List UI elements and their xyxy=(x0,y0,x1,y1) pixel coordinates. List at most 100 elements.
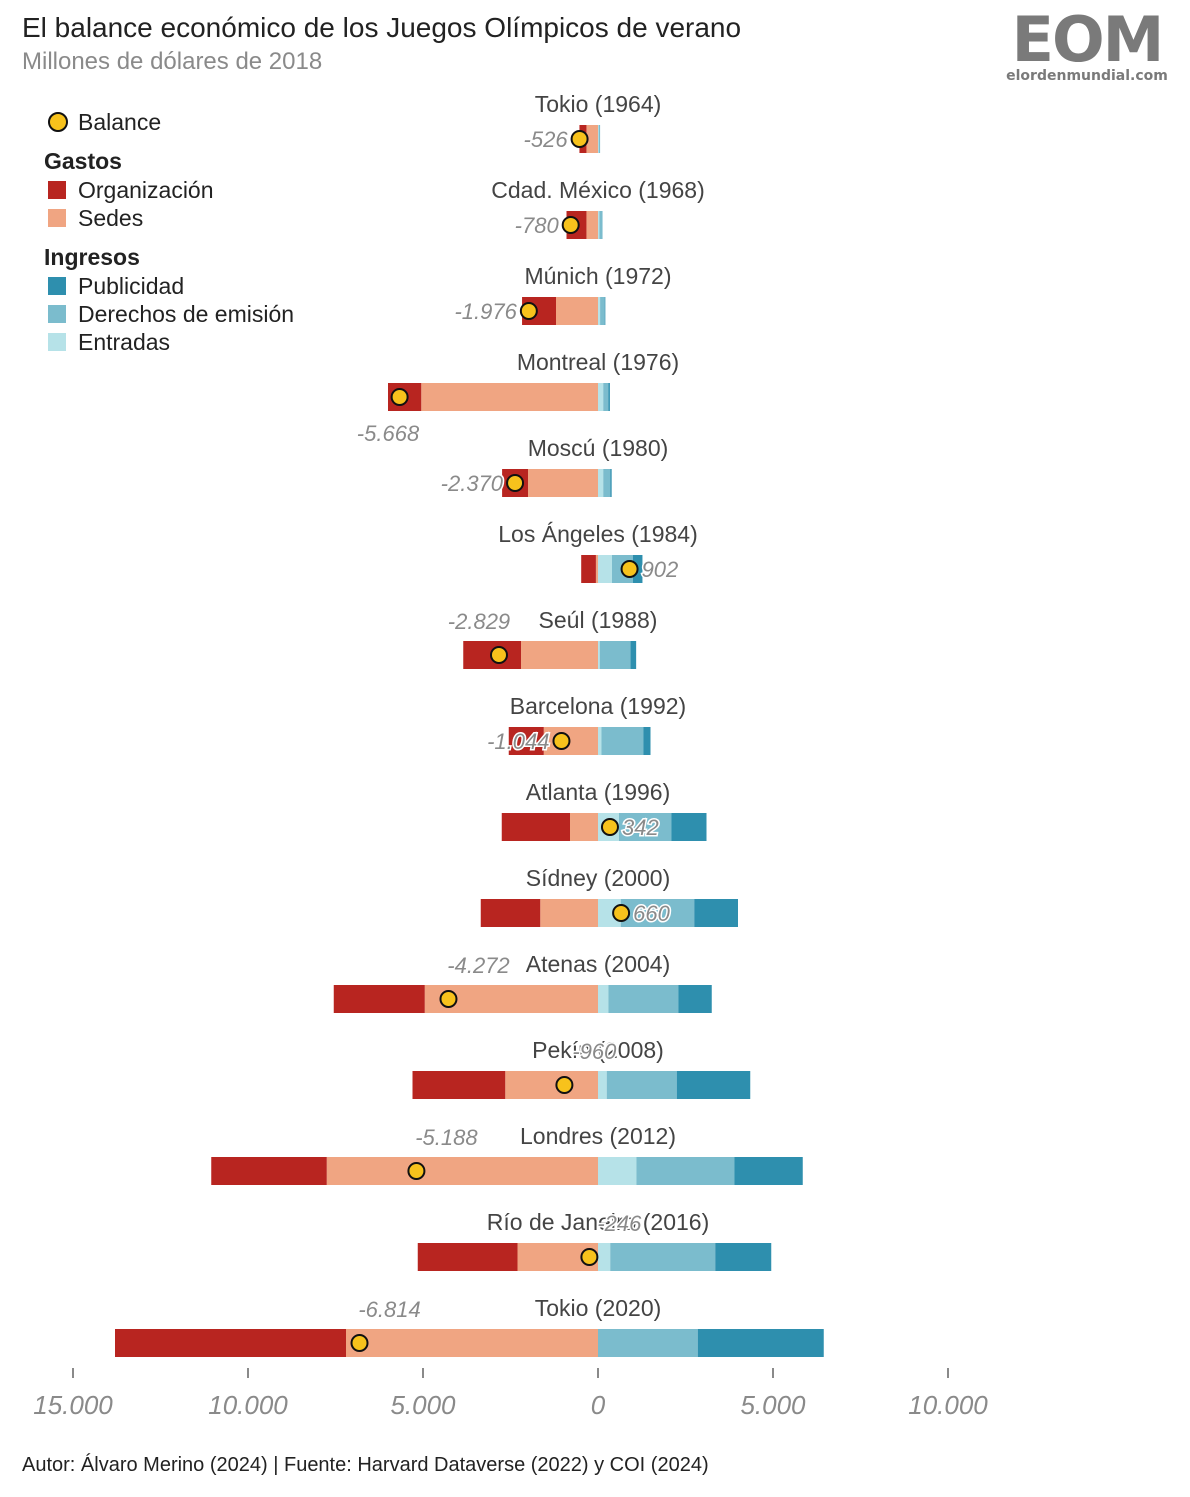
legend-title-ingresos: Ingresos xyxy=(44,243,140,270)
game-6-bar-entradas xyxy=(598,641,600,669)
game-10-balance-dot xyxy=(439,990,458,1008)
legend-label-entradas: Entradas xyxy=(78,328,171,355)
game-9-label: Sídney (2000) xyxy=(526,865,670,891)
game-5-balance-dot xyxy=(620,560,639,578)
game-3-bar-derechos xyxy=(603,383,609,411)
legend-title-gastos: Gastos xyxy=(44,147,122,174)
game-0-bar-entradas xyxy=(598,125,599,153)
game-11-balance-dot xyxy=(555,1076,574,1094)
game-9-bar-organizacion xyxy=(480,899,541,927)
game-13-bar-organizacion xyxy=(417,1243,518,1271)
game-9-bar-derechos xyxy=(620,899,695,927)
x-tick-label-3: 0 xyxy=(591,1390,606,1420)
game-8-label: Atlanta (1996) xyxy=(526,779,670,805)
game-12-balance-label: -5.188 xyxy=(415,1125,478,1150)
game-7-balance-label: -1.044 xyxy=(487,729,549,754)
game-5-bar-entradas xyxy=(598,555,612,583)
game-10-bar-organizacion xyxy=(333,985,425,1013)
game-10-bar-entradas xyxy=(598,985,609,1013)
game-6-balance-dot xyxy=(489,646,508,664)
game-13-bar-entradas xyxy=(598,1243,611,1271)
swatch-publicidad xyxy=(48,277,66,295)
game-13-bar-derechos xyxy=(610,1243,716,1271)
game-4-bar-publicidad xyxy=(610,469,612,497)
game-12-balance-dot xyxy=(407,1162,426,1180)
legend-label-publicidad: Publicidad xyxy=(78,272,185,299)
game-8-balance-label: 342 xyxy=(622,815,659,840)
game-7-bar-sedes xyxy=(543,727,598,755)
chart-title: El balance económico de los Juegos Olímp… xyxy=(22,12,742,43)
legend-label-derechos: Derechos de emisión xyxy=(78,300,295,327)
game-10-bar-publicidad xyxy=(678,985,712,1013)
game-0-bar-sedes xyxy=(586,125,598,153)
game-4-group: Moscú (1980) -2.370 xyxy=(439,435,669,498)
game-10-group: Atenas (2004) -4.272 xyxy=(333,951,712,1013)
game-1-group: Cdad. México (1968) -780 xyxy=(491,177,705,240)
game-2-balance-dot xyxy=(519,302,538,320)
game-10-label: Atenas (2004) xyxy=(526,951,670,977)
game-13-group: Río de Janeiro (2016)-246 xyxy=(417,1209,772,1271)
game-7-bar-organizacion xyxy=(508,727,544,755)
game-11-group: Pekín (2008)-960 xyxy=(412,1037,751,1099)
game-8-bar-derechos xyxy=(619,813,672,841)
game-3-label: Montreal (1976) xyxy=(517,349,679,375)
game-0-group: Tokio (1964) -526 xyxy=(522,91,661,154)
game-0-balance-dot xyxy=(570,130,589,148)
game-4-balance-label: -2.370 xyxy=(441,471,504,496)
game-14-balance-dot xyxy=(350,1334,369,1352)
game-12-group: Londres (2012) -5.188 xyxy=(211,1123,803,1185)
game-5-bar-organizacion xyxy=(581,555,596,583)
game-2-bar-derechos xyxy=(600,297,605,325)
game-7-group: Barcelona (1992) -1.044 xyxy=(486,693,687,756)
game-10-bar-derechos xyxy=(608,985,679,1013)
x-tick-label-2: 5.000 xyxy=(390,1390,456,1420)
game-2-bar-sedes xyxy=(556,297,598,325)
game-9-balance-label: 660 xyxy=(633,901,670,926)
game-14-bar-derechos xyxy=(598,1329,698,1357)
swatch-sedes xyxy=(48,209,66,227)
game-6-label: Seúl (1988) xyxy=(539,607,658,633)
game-7-bar-derechos xyxy=(601,727,644,755)
game-14-bar-organizacion xyxy=(115,1329,346,1357)
game-8-bar-sedes xyxy=(570,813,598,841)
game-12-bar-sedes xyxy=(326,1157,598,1185)
game-11-label: Pekín (2008) xyxy=(532,1037,664,1063)
game-3-bar-sedes xyxy=(421,383,598,411)
game-1-label: Cdad. México (1968) xyxy=(491,177,705,203)
game-1-balance-label: -780 xyxy=(515,213,560,238)
legend-item-balance: Balance xyxy=(44,108,294,136)
game-11-balance-label: -960 xyxy=(572,1039,617,1064)
game-7-balance-dot xyxy=(552,732,571,750)
footer-credits: Autor: Álvaro Merino (2024) | Fuente: Ha… xyxy=(22,1454,709,1476)
game-5-bar-sedes xyxy=(595,555,598,583)
game-14-label: Tokio (2020) xyxy=(535,1295,662,1321)
game-6-bar-sedes xyxy=(521,641,598,669)
game-8-bar-publicidad xyxy=(671,813,707,841)
game-8-group: Atlanta (1996) 342 xyxy=(501,779,707,842)
game-2-group: Múnich (1972) -1.976 xyxy=(453,263,672,326)
game-14-group: Tokio (2020) -6.814 xyxy=(115,1295,824,1357)
game-4-balance-dot xyxy=(506,474,525,492)
legend-item-sedes: Sedes xyxy=(44,204,294,232)
game-6-balance-label: -2.829 xyxy=(448,609,510,634)
eom-logo: EOM elordenmundial.com xyxy=(1002,8,1172,85)
game-1-bar-derechos xyxy=(599,211,603,239)
game-6-bar-publicidad xyxy=(630,641,637,669)
game-3-balance-dot xyxy=(390,388,409,406)
game-2-balance-label: -1.976 xyxy=(454,299,517,324)
game-5-label: Los Ángeles (1984) xyxy=(498,521,697,547)
game-13-balance-label: -246 xyxy=(597,1211,642,1236)
game-0-bar-derechos xyxy=(598,125,601,153)
game-13-label: Río de Janeiro (2016) xyxy=(487,1209,709,1235)
game-4-label: Moscú (1980) xyxy=(528,435,669,461)
game-9-group: Sídney (2000) 660 xyxy=(480,865,738,928)
swatch-organizacion xyxy=(48,181,66,199)
game-12-bar-publicidad xyxy=(734,1157,803,1185)
legend-label-sedes: Sedes xyxy=(78,204,144,231)
game-1-bar-sedes xyxy=(586,211,598,239)
game-11-bar-derechos xyxy=(606,1071,677,1099)
chart-subtitle: Millones de dólares de 2018 xyxy=(22,48,323,75)
game-4-bar-sedes xyxy=(528,469,598,497)
game-14-bar-sedes xyxy=(346,1329,598,1357)
